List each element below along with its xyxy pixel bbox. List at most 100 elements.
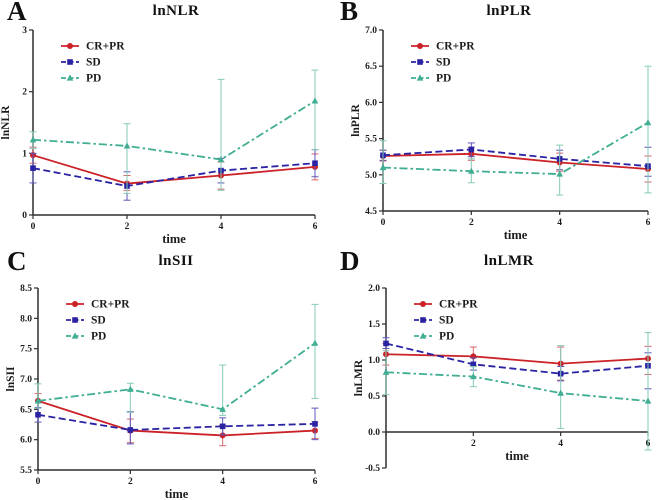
data-point-marker — [311, 97, 319, 104]
x-tick-label: 2 — [469, 218, 474, 228]
data-point-marker — [123, 142, 131, 149]
chart-lnsii: 5.5 6.0 6.5 7.0 7.5 8.0 8.5 0 2 4 6 lnSII time CR+PR S… — [5, 284, 319, 500]
y-tick-label: 6.0 — [365, 98, 377, 108]
error-bars — [29, 149, 319, 201]
legend-label: PD — [86, 73, 101, 85]
series-pd — [34, 303, 319, 416]
legend-marker — [66, 74, 74, 81]
x-tick-label: 0 — [381, 218, 386, 228]
y-tick-label: 1.5 — [368, 320, 380, 330]
y-tick-label: 6.0 — [20, 436, 32, 446]
chart-lnplr: 4.5 5.0 5.5 6.0 6.5 7.0 0 2 4 6 lnPLR time CR+PR SD PD — [350, 26, 652, 242]
y-tick-label: 5.5 — [365, 135, 377, 145]
panel-d: D lnLMR -0.50.00.51.01.52.0246lnLMRtimeC… — [333, 246, 665, 500]
y-tick-label: -0.5 — [365, 464, 380, 474]
error-bars — [382, 337, 652, 390]
legend-marker — [67, 43, 73, 49]
legend-marker — [72, 301, 78, 307]
y-tick-label: 7.5 — [20, 345, 32, 355]
y-tick-label: 8.5 — [20, 284, 32, 294]
data-point-marker — [312, 160, 318, 166]
data-point-marker — [468, 146, 475, 153]
panel-letter-c: C — [7, 246, 27, 276]
series-line — [37, 399, 316, 437]
x-tick-label: 6 — [313, 477, 318, 487]
panel-letter-a: A — [7, 0, 27, 26]
chart-lnnlr: 0 1 2 3 0 2 4 6 lnNLR time CR+PR SD PD — [0, 26, 319, 246]
panel-a: A lnNLR 0 1 2 3 0 2 4 6 lnNLR time CR+PR SD PD — [0, 0, 332, 250]
legend-label: CR+PR — [436, 41, 475, 53]
series-sd — [382, 337, 652, 390]
x-tick-label: 4 — [557, 218, 562, 228]
legend: CR+PR SD PD — [61, 41, 125, 85]
data-point-marker — [470, 372, 477, 380]
y-tick-label: 2.0 — [368, 284, 380, 294]
x-tick-label: 6 — [313, 222, 318, 232]
legend-label: SD — [91, 315, 106, 327]
x-tick-label: 0 — [31, 222, 36, 232]
series-line — [37, 342, 316, 411]
series-line — [32, 100, 316, 161]
y-axis-label: lnSII — [5, 366, 17, 391]
axes: 4.5 5.0 5.5 6.0 6.5 7.0 0 2 4 6 — [365, 26, 651, 228]
x-tick-label: 2 — [128, 477, 133, 487]
data-point-marker — [217, 155, 225, 163]
series-line — [32, 154, 316, 185]
legend-label: PD — [436, 73, 451, 85]
series-cr-pr — [29, 146, 319, 191]
x-axis-label: time — [165, 487, 189, 500]
panel-title-d: lnLMR — [483, 253, 534, 269]
data-point-marker — [556, 170, 563, 177]
legend-label: PD — [91, 331, 106, 343]
data-point-marker — [219, 405, 226, 412]
data-point-marker — [382, 368, 390, 375]
legend-marker — [72, 317, 78, 323]
x-tick-label: 2 — [471, 439, 476, 449]
legend-label: SD — [86, 57, 101, 69]
series-pd — [379, 65, 652, 196]
panel-letter-d: D — [340, 246, 360, 276]
series-line — [382, 148, 649, 168]
x-tick-label: 6 — [646, 218, 651, 228]
y-tick-label: 5.5 — [20, 466, 32, 476]
data-point-marker — [311, 339, 319, 346]
y-tick-label: 0 — [22, 211, 27, 221]
legend-label: CR+PR — [439, 299, 478, 311]
legend-marker — [417, 43, 423, 49]
legend: CR+PR SD PD — [66, 299, 130, 343]
axes: 5.5 6.0 6.5 7.0 7.5 8.0 8.5 0 2 4 6 — [20, 284, 318, 487]
data-point-marker — [383, 340, 389, 347]
y-axis-label: lnLMR — [353, 359, 365, 396]
data-point-marker — [468, 167, 475, 174]
y-tick-label: 1.0 — [368, 356, 380, 366]
data-point-marker — [219, 432, 226, 439]
y-tick-label: 2 — [22, 88, 27, 98]
axes: 0 1 2 3 0 2 4 6 — [22, 26, 317, 232]
y-tick-label: 5.0 — [365, 171, 377, 181]
error-bars — [379, 142, 652, 177]
legend-marker — [420, 317, 426, 323]
data-point-marker — [312, 421, 318, 427]
y-tick-label: 0.5 — [368, 392, 380, 402]
legend-marker — [417, 59, 423, 65]
y-tick-label: 4.5 — [365, 207, 377, 217]
error-bars — [29, 69, 319, 194]
legend-label: CR+PR — [91, 299, 130, 311]
y-tick-label: 1 — [22, 149, 27, 159]
x-tick-label: 4 — [220, 477, 225, 487]
y-tick-label: 0.0 — [368, 428, 380, 438]
data-point-marker — [379, 163, 387, 171]
y-tick-label: 3 — [22, 26, 27, 36]
legend: CR+PR SD PD — [411, 41, 475, 85]
error-bars — [379, 65, 652, 196]
data-point-marker — [644, 397, 652, 404]
data-point-marker — [127, 385, 134, 392]
series-sd — [379, 142, 652, 177]
legend-marker — [67, 59, 73, 65]
x-tick-label: 4 — [219, 222, 224, 232]
series-pd — [382, 332, 652, 451]
error-bars — [34, 393, 319, 447]
series-line — [385, 371, 649, 402]
series-line — [382, 121, 649, 175]
